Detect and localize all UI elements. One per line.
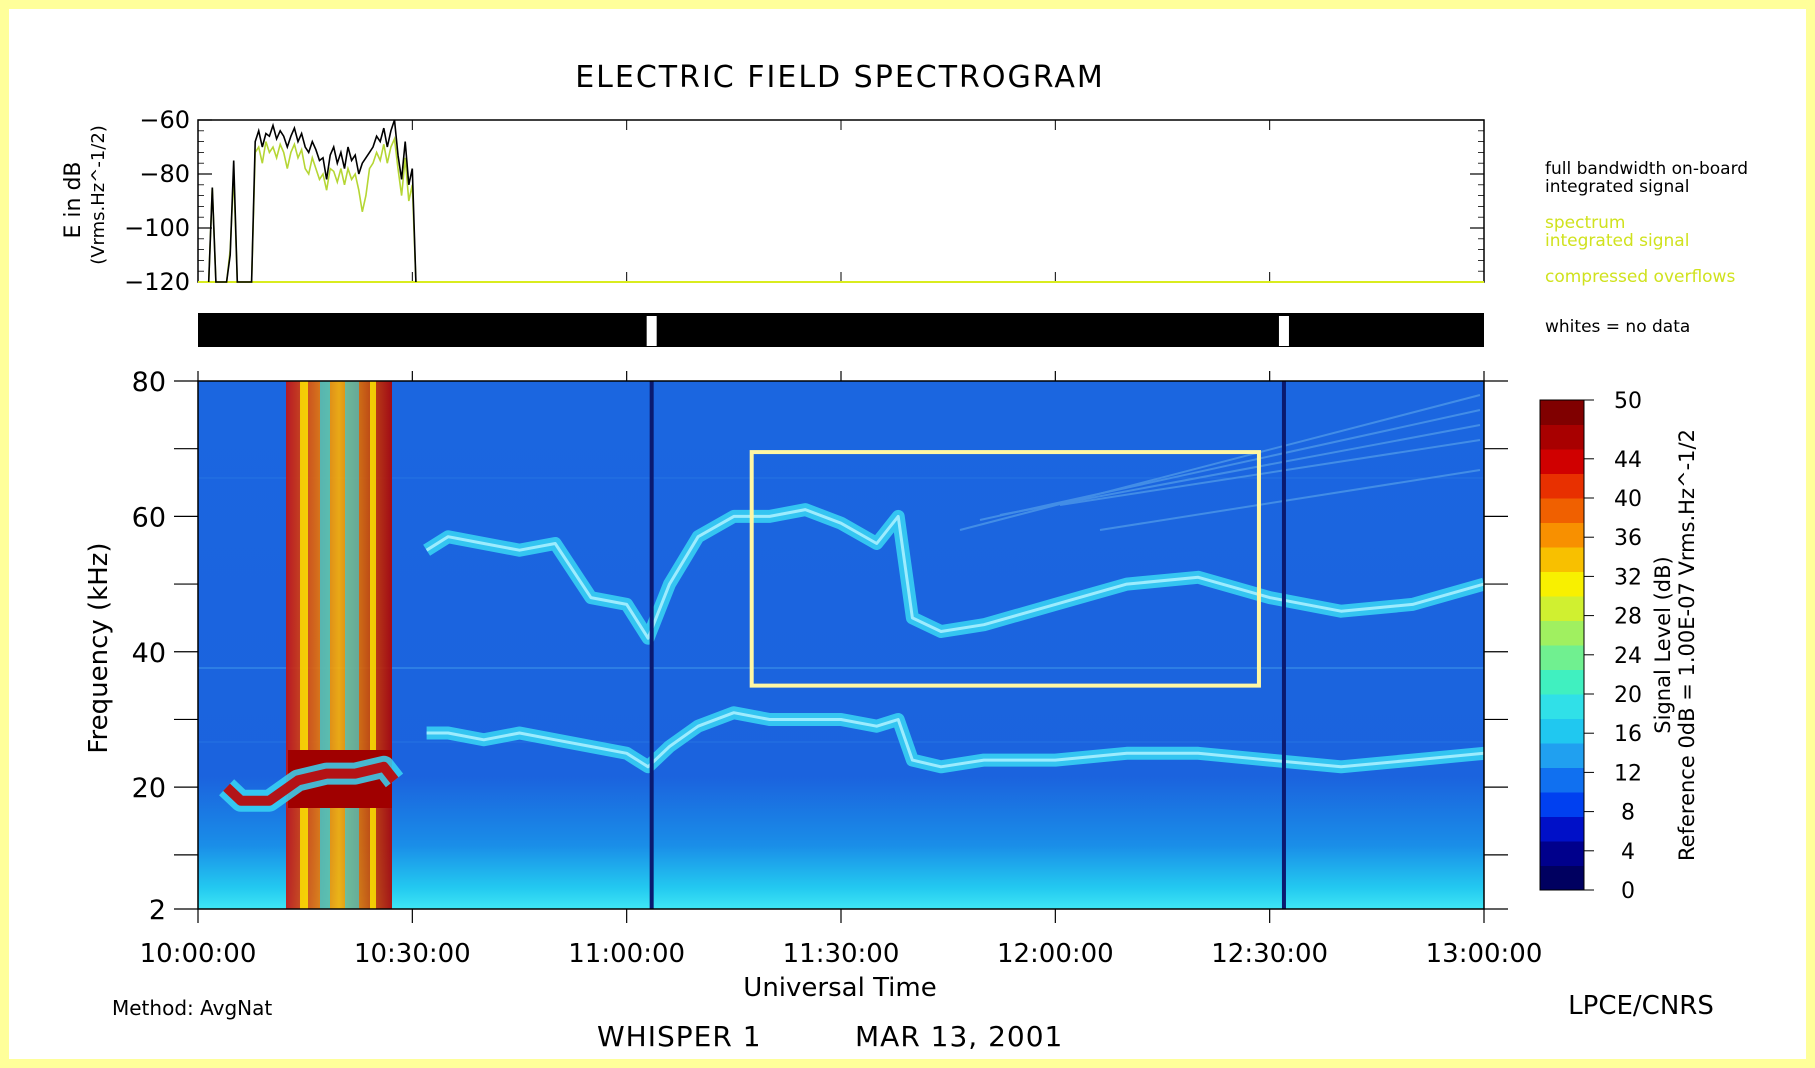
colorbar-segment [1540, 718, 1584, 744]
highlight-box [749, 450, 1261, 688]
colorbar-segment [1540, 767, 1584, 793]
availability-bar-background [198, 313, 1484, 347]
spectrogram-background [198, 381, 1484, 909]
spec-ytick-label: 40 [132, 638, 166, 669]
spec-ytick-label: 60 [132, 502, 166, 533]
line-series-1 [207, 135, 417, 283]
legend-compressed-overflows: compressed overflows [1545, 267, 1735, 287]
colorbar-segment [1540, 473, 1584, 499]
method-label: Method: AvgNat [112, 996, 272, 1020]
legend-full-bandwidth-2: integrated signal [1545, 177, 1689, 197]
line-series-0 [207, 119, 417, 283]
spec-xtick-label: 13:00:00 [1426, 939, 1543, 969]
no-data-gap-line [1281, 381, 1286, 909]
colorbar-segment [1540, 547, 1584, 572]
spec-ytick-label: 2 [149, 895, 166, 926]
colorbar-reference: Reference 0dB = 1.00E-07 Vrms.Hz^-1/2 [1675, 429, 1699, 861]
legend-no-data: whites = no data [1545, 317, 1690, 337]
line-plot-frame [197, 119, 1485, 283]
no-data-gap-line [649, 381, 654, 909]
colorbar-label: Signal Level (dB) [1651, 556, 1675, 733]
burst-region [286, 381, 392, 909]
colorbar-tick-label: 0 [1621, 879, 1635, 904]
colorbar-segment [1540, 571, 1584, 597]
legend-spectrum-2: integrated signal [1545, 231, 1689, 251]
colorbar-tick-label: 16 [1614, 722, 1642, 747]
colorbar-segment [1540, 400, 1584, 425]
spectrogram-xlabel: Universal Time [743, 973, 936, 1003]
colorbar-tick-label: 36 [1614, 526, 1642, 551]
line-plot: −60 −80 −100 −120 E in dB (Vrms.Hz^-1/2) [61, 106, 1485, 296]
colorbar-segment [1540, 498, 1584, 523]
line-ytick-label: −100 [124, 214, 190, 242]
data-availability-bar [198, 313, 1484, 347]
colorbar-segment [1540, 645, 1584, 670]
colorbar-segment [1540, 522, 1584, 548]
colorbar-tick-label: 44 [1614, 448, 1642, 473]
colorbar-segment [1540, 694, 1584, 719]
colorbar-segment [1540, 620, 1584, 646]
spec-ytick-label: 20 [132, 773, 166, 804]
line-ytick-label: −80 [139, 160, 190, 188]
colorbar-segment [1540, 449, 1584, 474]
no-data-gap-mark [1278, 316, 1289, 346]
colorbar-tick-label: 32 [1614, 565, 1642, 590]
colorbar-tick-label: 28 [1614, 605, 1642, 630]
spec-xtick-label: 10:30:00 [354, 939, 471, 969]
colorbar-tick-label: 40 [1614, 487, 1642, 512]
no-data-gap-mark [646, 316, 657, 346]
line-ytick-label: −60 [139, 106, 190, 134]
spec-xtick-label: 11:00:00 [568, 939, 685, 969]
spectrogram: 80 60 40 20 2 10:00:00 10:30:00 11:00:00 11:30:… [84, 367, 1542, 1003]
legend-spectrum-1: spectrum [1545, 213, 1625, 233]
colorbar-segment [1540, 669, 1584, 695]
colorbar-segment [1540, 424, 1584, 450]
line-plot-ylabel-unit: (Vrms.Hz^-1/2) [88, 125, 109, 265]
emission-band-core-2 [425, 508, 1484, 640]
colorbar-tick-label: 24 [1614, 644, 1642, 669]
date-label: MAR 13, 2001 [855, 1020, 1063, 1053]
colorbar-segment [1540, 743, 1584, 768]
colorbar-segment [1540, 816, 1584, 842]
emission-band-core-0 [223, 761, 399, 806]
spec-xtick-label: 12:30:00 [1211, 939, 1328, 969]
chart-title: ELECTRIC FIELD SPECTROGRAM [575, 60, 1105, 95]
colorbar-frame [1539, 399, 1585, 891]
institution-label: LPCE/CNRS [1568, 991, 1714, 1021]
spectrogram-texture [198, 394, 1484, 743]
colorbar-segment [1540, 596, 1584, 621]
colorbar-tick-label: 8 [1621, 801, 1635, 826]
spec-xtick-label: 12:00:00 [997, 939, 1114, 969]
spectrogram-ylabel: Frequency (kHz) [84, 542, 114, 753]
legend-full-bandwidth-1: full bandwidth on-board [1545, 159, 1748, 179]
colorbar-tick-label: 20 [1614, 683, 1642, 708]
line-ytick-label: −120 [124, 268, 190, 296]
line-plot-ylabel: E in dB [61, 162, 86, 239]
colorbar-segment [1540, 841, 1584, 866]
spec-ytick-label: 80 [132, 367, 166, 398]
instrument-label: WHISPER 1 [597, 1020, 762, 1053]
colorbar-tick-label: 12 [1614, 761, 1642, 786]
legend: full bandwidth on-board integrated signa… [1545, 159, 1748, 337]
colorbar-segment [1540, 792, 1584, 817]
colorbar-segment [1540, 865, 1584, 891]
spec-xtick-label: 11:30:00 [783, 939, 900, 969]
colorbar-tick-label: 4 [1621, 840, 1635, 865]
emission-band-core-1 [426, 711, 1484, 769]
colorbar-tick-label: 50 [1614, 389, 1642, 414]
spec-xtick-label: 10:00:00 [140, 939, 257, 969]
